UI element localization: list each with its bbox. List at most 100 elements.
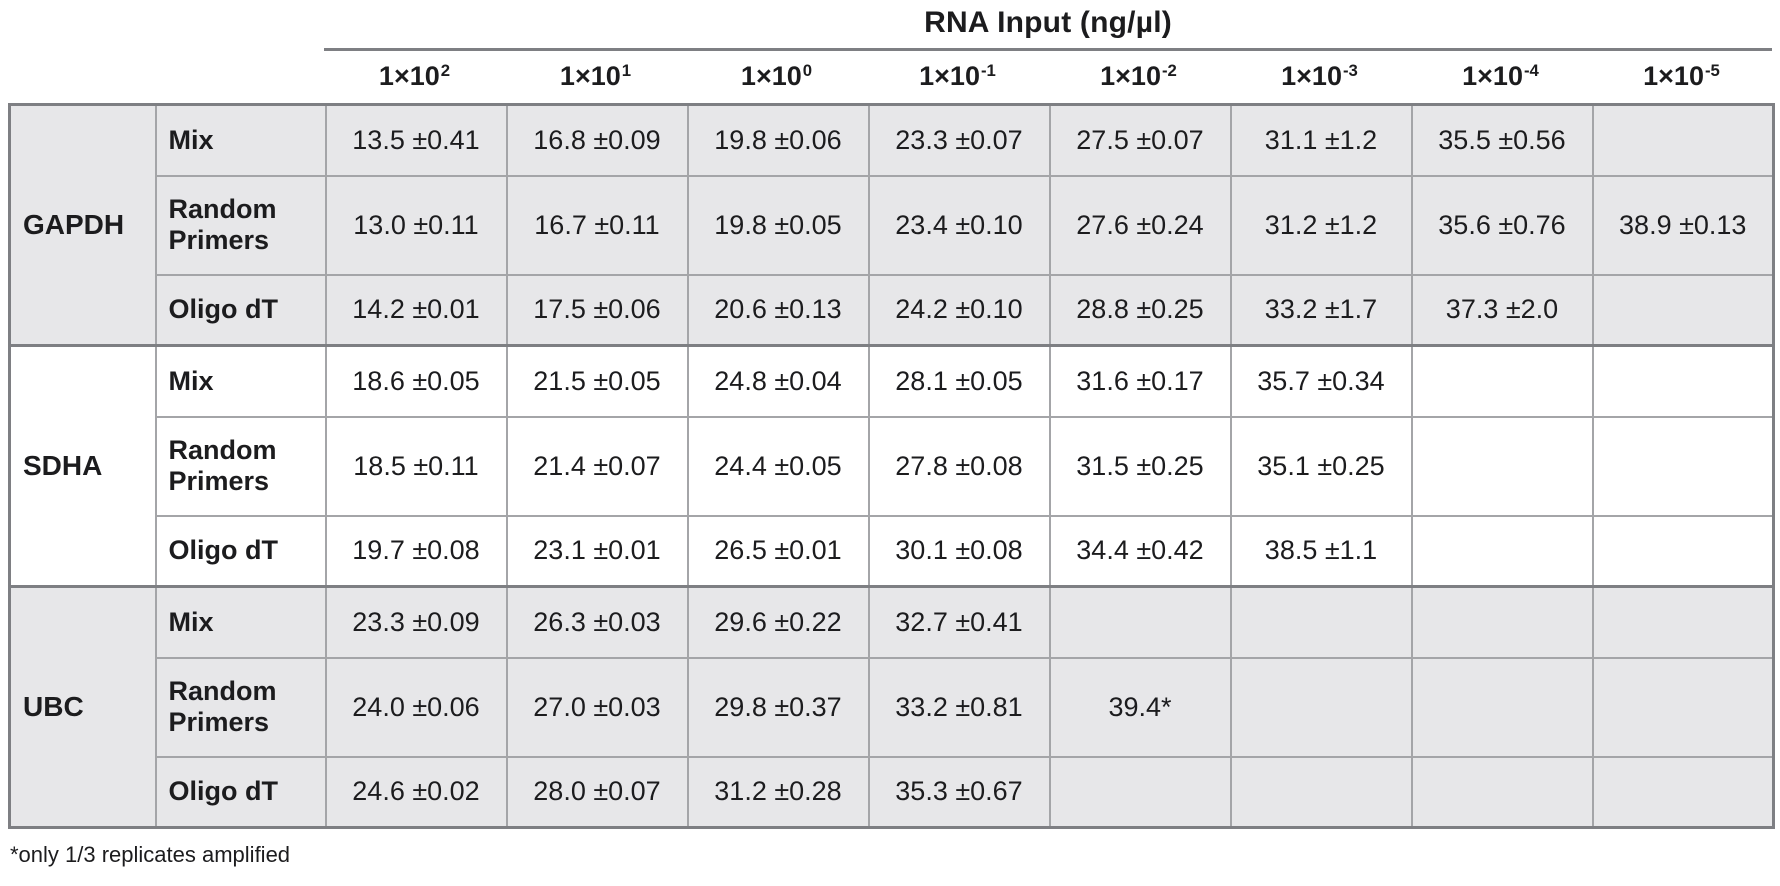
ct-value-cell: 14.2 ±0.01 <box>324 273 508 347</box>
ct-value-cell: 24.0 ±0.06 <box>324 656 508 758</box>
gene-label-ubc: UBC <box>8 585 157 829</box>
gene-label-sdha: SDHA <box>8 344 157 588</box>
empty-cell <box>1048 755 1232 829</box>
empty-cell <box>1591 103 1775 177</box>
ct-value-cell: 19.7 ±0.08 <box>324 514 508 588</box>
primer-label: Mix <box>154 344 327 418</box>
rna-input-column-header: 1×10-2 <box>1048 51 1229 101</box>
ct-value-cell: 16.7 ±0.11 <box>505 174 689 276</box>
header-base: 1×10 <box>1643 61 1704 91</box>
ct-value-cell: 35.3 ±0.67 <box>867 755 1051 829</box>
rna-input-column-header: 1×101 <box>505 51 686 101</box>
table-row: GAPDH Mix 13.5 ±0.41 16.8 ±0.09 19.8 ±0.06 23… <box>8 103 1775 347</box>
empty-cell <box>1591 755 1775 829</box>
ct-value-cell: 17.5 ±0.06 <box>505 273 689 347</box>
header-base: 1×10 <box>378 61 440 91</box>
header-exponent: 0 <box>802 60 813 80</box>
ct-value-cell: 16.8 ±0.09 <box>505 103 689 177</box>
ct-value-cell: 32.7 ±0.41 <box>867 585 1051 659</box>
empty-cell <box>1410 415 1594 517</box>
table-row: Random Primers 13.0 ±0.11 16.7 ±0.11 19.8 ±… <box>10 174 1775 276</box>
rna-input-column-header: 1×10-4 <box>1410 51 1591 101</box>
ct-value-cell: 20.6 ±0.13 <box>686 273 870 347</box>
ct-value-cell: 18.6 ±0.05 <box>324 344 508 418</box>
rna-input-column-header: 1×10-1 <box>867 51 1048 101</box>
rna-input-title: RNA Input (ng/µl) <box>924 6 1172 39</box>
empty-cell <box>1229 755 1413 829</box>
ct-value-cell: 31.2 ±1.2 <box>1229 174 1413 276</box>
table-row: Oligo dT 24.6 ±0.02 28.0 ±0.07 31.2 ±0.28 35… <box>10 755 1775 829</box>
ct-value-cell: 27.0 ±0.03 <box>505 656 689 758</box>
empty-cell <box>1591 656 1775 758</box>
ct-value-cell: 18.5 ±0.11 <box>324 415 508 517</box>
ct-value-cell: 27.8 ±0.08 <box>867 415 1051 517</box>
table-row: Oligo dT 19.7 ±0.08 23.1 ±0.01 26.5 ±0.01 30… <box>10 514 1775 588</box>
ct-values-table: GAPDH Mix 13.5 ±0.41 16.8 ±0.09 19.8 ±0.06 23… <box>8 103 1775 829</box>
title-divider <box>324 48 1772 51</box>
rna-input-column-headers: 1×102 1×101 1×100 1×10-1 1×10-2 1×10-3 1×10-4 1… <box>324 51 1772 101</box>
empty-cell <box>1591 273 1775 347</box>
gene-label-gapdh: GAPDH <box>8 103 157 347</box>
rna-input-column-header: 1×100 <box>686 51 867 101</box>
empty-cell <box>1410 755 1594 829</box>
empty-cell <box>1048 585 1232 659</box>
header-exponent: 1 <box>621 60 632 80</box>
empty-cell <box>1229 585 1413 659</box>
empty-cell <box>1591 585 1775 659</box>
empty-cell <box>1591 344 1775 418</box>
ct-value-cell: 19.8 ±0.05 <box>686 174 870 276</box>
table-row: Random Primers 24.0 ±0.06 27.0 ±0.03 29.8 ±… <box>10 656 1775 758</box>
ct-value-cell: 35.7 ±0.34 <box>1229 344 1413 418</box>
header-base: 1×10 <box>1100 61 1161 91</box>
ct-value-cell: 35.5 ±0.56 <box>1410 103 1594 177</box>
header-exponent: -3 <box>1342 60 1358 80</box>
header-exponent: -4 <box>1523 60 1539 80</box>
empty-cell <box>1410 514 1594 588</box>
primer-label: Oligo dT <box>154 755 327 829</box>
table-row: Oligo dT 14.2 ±0.01 17.5 ±0.06 20.6 ±0.13 24… <box>10 273 1775 347</box>
ct-value-cell: 23.1 ±0.01 <box>505 514 689 588</box>
header-base: 1×10 <box>1462 61 1523 91</box>
ct-value-cell: 13.5 ±0.41 <box>324 103 508 177</box>
ct-value-cell: 33.2 ±1.7 <box>1229 273 1413 347</box>
ct-value-cell: 26.3 ±0.03 <box>505 585 689 659</box>
ct-value-cell: 23.3 ±0.09 <box>324 585 508 659</box>
empty-cell <box>1591 415 1775 517</box>
empty-cell <box>1410 585 1594 659</box>
ct-value-cell: 21.4 ±0.07 <box>505 415 689 517</box>
empty-cell <box>1591 514 1775 588</box>
primer-label: Mix <box>154 585 327 659</box>
header-base: 1×10 <box>919 61 980 91</box>
ct-value-cell: 35.6 ±0.76 <box>1410 174 1594 276</box>
primer-label: Random Primers <box>154 656 327 758</box>
ct-value-cell: 26.5 ±0.01 <box>686 514 870 588</box>
ct-value-cell: 23.3 ±0.07 <box>867 103 1051 177</box>
header-base: 1×10 <box>559 61 621 91</box>
table-row: SDHA Mix 18.6 ±0.05 21.5 ±0.05 24.8 ±0.04 28.… <box>8 344 1775 588</box>
table-row: UBC Mix 23.3 ±0.09 26.3 ±0.03 29.6 ±0.22 32.7… <box>8 585 1775 829</box>
header-exponent: -1 <box>980 60 996 80</box>
empty-cell <box>1410 656 1594 758</box>
ct-value-cell: 30.1 ±0.08 <box>867 514 1051 588</box>
header-base: 1×10 <box>740 61 802 91</box>
ct-value-cell: 38.5 ±1.1 <box>1229 514 1413 588</box>
ct-value-cell: 35.1 ±0.25 <box>1229 415 1413 517</box>
ct-value-cell: 31.1 ±1.2 <box>1229 103 1413 177</box>
ct-value-cell: 24.2 ±0.10 <box>867 273 1051 347</box>
ct-value-cell: 39.4* <box>1048 656 1232 758</box>
header-exponent: 2 <box>440 60 451 80</box>
ct-value-cell: 31.5 ±0.25 <box>1048 415 1232 517</box>
header-exponent: -2 <box>1161 60 1177 80</box>
empty-cell <box>1410 344 1594 418</box>
primer-label: Oligo dT <box>154 273 327 347</box>
table-row: Random Primers 18.5 ±0.11 21.4 ±0.07 24.4 ±… <box>10 415 1775 517</box>
rna-input-column-header: 1×102 <box>324 51 505 101</box>
rna-input-column-header: 1×10-3 <box>1229 51 1410 101</box>
ct-value-cell: 23.4 ±0.10 <box>867 174 1051 276</box>
ct-value-cell: 27.5 ±0.07 <box>1048 103 1232 177</box>
header-base: 1×10 <box>1281 61 1342 91</box>
ct-value-cell: 24.8 ±0.04 <box>686 344 870 418</box>
ct-value-cell: 31.6 ±0.17 <box>1048 344 1232 418</box>
ct-value-cell: 28.1 ±0.05 <box>867 344 1051 418</box>
